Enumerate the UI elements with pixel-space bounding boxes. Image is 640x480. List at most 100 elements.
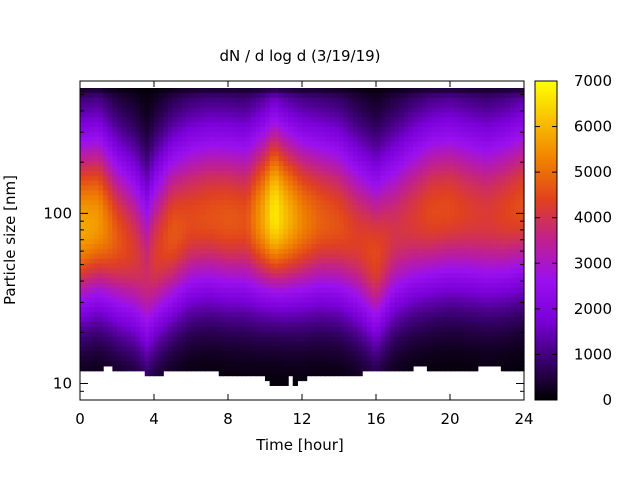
heatmap-cell bbox=[394, 263, 400, 269]
heatmap-cell bbox=[385, 302, 391, 308]
heatmap-cell bbox=[311, 361, 317, 367]
heatmap-cell bbox=[130, 302, 137, 308]
heatmap-cell bbox=[426, 146, 433, 152]
heatmap-cell bbox=[218, 244, 224, 250]
heatmap-cell bbox=[362, 190, 368, 196]
heatmap-cell bbox=[306, 92, 312, 99]
heatmap-cell bbox=[357, 370, 363, 377]
heatmap-cell bbox=[403, 356, 409, 362]
heatmap-cell bbox=[362, 312, 368, 318]
heatmap-cell bbox=[468, 156, 474, 162]
heatmap-cell bbox=[130, 297, 137, 304]
heatmap-cell bbox=[389, 151, 396, 157]
heatmap-cell bbox=[357, 195, 363, 201]
heatmap-cell bbox=[98, 200, 104, 206]
heatmap-cell bbox=[399, 117, 405, 123]
heatmap-cell bbox=[288, 131, 294, 138]
heatmap-cell bbox=[130, 346, 137, 352]
heatmap-cell bbox=[274, 365, 280, 372]
heatmap-cell bbox=[186, 127, 192, 133]
heatmap-cell bbox=[380, 205, 386, 211]
heatmap-cell bbox=[251, 229, 257, 235]
heatmap-cell bbox=[463, 141, 470, 148]
heatmap-cell bbox=[195, 151, 201, 157]
heatmap-cell bbox=[112, 224, 118, 230]
heatmap-cell bbox=[135, 341, 141, 347]
heatmap-cell bbox=[200, 175, 206, 182]
heatmap-cell bbox=[186, 336, 192, 343]
heatmap-cell bbox=[426, 361, 433, 367]
heatmap-cell bbox=[84, 146, 90, 152]
heatmap-cell bbox=[214, 136, 220, 143]
heatmap-cell bbox=[329, 224, 335, 230]
heatmap-cell bbox=[468, 97, 474, 104]
heatmap-cell bbox=[241, 331, 248, 338]
heatmap-cell bbox=[186, 317, 192, 323]
heatmap-cell bbox=[417, 248, 423, 255]
heatmap-cell bbox=[112, 97, 118, 104]
heatmap-cell bbox=[154, 365, 160, 372]
heatmap-cell bbox=[385, 151, 391, 157]
heatmap-cell bbox=[154, 190, 160, 196]
heatmap-cell bbox=[117, 258, 123, 265]
heatmap-cell bbox=[181, 209, 187, 216]
heatmap-cell bbox=[394, 112, 400, 118]
heatmap-cell bbox=[107, 146, 113, 152]
heatmap-cell bbox=[93, 229, 100, 235]
heatmap-cell bbox=[251, 141, 257, 148]
heatmap-cell bbox=[440, 195, 446, 201]
heatmap-cell bbox=[302, 141, 308, 148]
heatmap-cell bbox=[232, 156, 238, 162]
heatmap-cell bbox=[371, 346, 377, 352]
heatmap-cell bbox=[413, 351, 419, 357]
heatmap-cell bbox=[181, 97, 187, 104]
heatmap-cell bbox=[80, 326, 86, 333]
heatmap-cell bbox=[237, 302, 243, 308]
heatmap-cell bbox=[454, 151, 460, 157]
heatmap-cell bbox=[278, 214, 285, 221]
heatmap-cell bbox=[394, 107, 400, 113]
heatmap-cell bbox=[348, 224, 354, 230]
heatmap-cell bbox=[454, 180, 460, 187]
heatmap-cell bbox=[214, 161, 220, 167]
heatmap-cell bbox=[218, 146, 224, 152]
heatmap-cell bbox=[329, 234, 335, 240]
heatmap-cell bbox=[454, 253, 460, 260]
heatmap-cell bbox=[251, 365, 257, 372]
heatmap-cell bbox=[283, 175, 289, 182]
heatmap-cell bbox=[84, 166, 90, 172]
heatmap-cell bbox=[431, 361, 437, 367]
heatmap-cell bbox=[302, 209, 308, 216]
heatmap-cell bbox=[255, 287, 261, 294]
heatmap-cell bbox=[329, 97, 335, 104]
heatmap-cell bbox=[89, 258, 95, 265]
heatmap-cell bbox=[121, 88, 127, 94]
heatmap-cell bbox=[385, 287, 391, 294]
heatmap-cell bbox=[339, 156, 345, 162]
heatmap-cell bbox=[426, 331, 433, 338]
heatmap-cell bbox=[297, 88, 303, 94]
heatmap-cell bbox=[191, 190, 197, 196]
heatmap-cell bbox=[117, 234, 123, 240]
heatmap-cell bbox=[311, 322, 317, 328]
heatmap-cell bbox=[103, 258, 109, 265]
heatmap-cell bbox=[431, 127, 437, 133]
heatmap-cell bbox=[422, 278, 428, 284]
heatmap-cell bbox=[440, 326, 446, 333]
heatmap-cell bbox=[297, 302, 303, 308]
heatmap-cell bbox=[454, 92, 460, 99]
heatmap-cell bbox=[417, 229, 423, 235]
heatmap-cell bbox=[343, 258, 349, 265]
heatmap-cell bbox=[376, 195, 382, 201]
heatmap-cell bbox=[413, 317, 419, 323]
heatmap-cell bbox=[302, 136, 308, 143]
heatmap-cell bbox=[320, 127, 326, 133]
heatmap-cell bbox=[283, 205, 289, 211]
heatmap-cell bbox=[158, 200, 164, 206]
heatmap-cell bbox=[445, 102, 451, 109]
heatmap-cell bbox=[232, 278, 238, 284]
heatmap-cell bbox=[237, 239, 243, 245]
heatmap-cell bbox=[149, 229, 155, 235]
heatmap-cell bbox=[214, 97, 220, 104]
heatmap-cell bbox=[463, 200, 470, 206]
